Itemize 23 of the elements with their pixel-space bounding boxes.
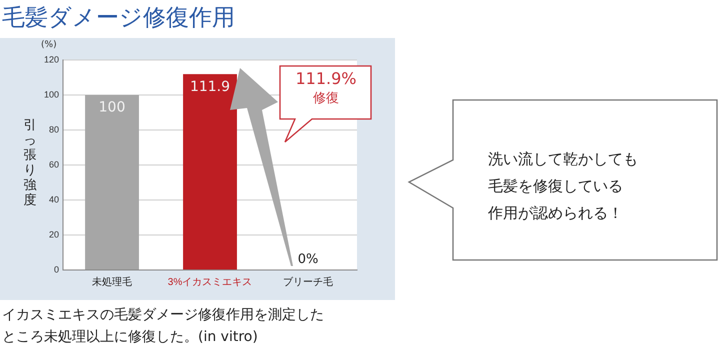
- annotation: 111.9%: [294, 68, 358, 90]
- y-tick-label: 60: [49, 159, 60, 170]
- text: 作用が認められる！: [488, 203, 624, 224]
- y-tick-label: 0: [54, 264, 60, 274]
- x-tick-label: 未処理毛: [92, 276, 132, 288]
- text: (%): [41, 40, 57, 50]
- text: 洗い流して乾かしても: [488, 149, 638, 170]
- y-axis-title: 引っ張り強度: [22, 118, 38, 208]
- y-tick-label: 20: [49, 229, 60, 240]
- y-tick-label: 100: [44, 89, 60, 100]
- x-tick-label: ブリーチ毛: [283, 276, 334, 288]
- annotation: 修復: [312, 90, 340, 108]
- data-label: 111.9: [190, 78, 230, 95]
- x-tick-label: 3%イカスミエキス: [168, 276, 252, 288]
- text: イカスミエキスの毛髪ダメージ修復作用を測定した: [2, 306, 324, 325]
- data-label: 100: [98, 100, 126, 116]
- y-tick-label: 80: [49, 124, 60, 134]
- y-tick-label: 40: [49, 194, 60, 204]
- y-tick-label: 120: [44, 54, 60, 64]
- text: 毛髪を修復している: [488, 176, 624, 197]
- data-label: 0%: [298, 252, 318, 267]
- text: ところ未処理以上に修復した。(in vitro): [2, 328, 259, 347]
- chart-title: 毛髪ダメージ修復作用: [2, 4, 235, 33]
